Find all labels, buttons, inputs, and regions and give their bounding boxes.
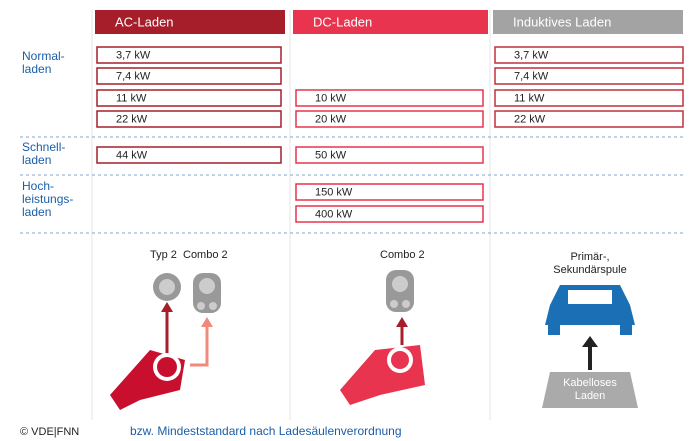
value-box (295, 110, 484, 128)
value-box (295, 183, 484, 201)
connector-label: Typ 2 (150, 249, 177, 261)
value-text: 10 kW (315, 92, 347, 104)
value-text: 11 kW (116, 92, 147, 104)
dc-header (293, 10, 488, 34)
value-text: 22 kW (514, 113, 546, 125)
value-text: 7,4 kW (116, 70, 151, 82)
value-text: 44 kW (116, 149, 148, 161)
group-label: laden (22, 153, 51, 167)
row-separators (20, 136, 683, 234)
value-text: 400 kW (315, 208, 353, 220)
footnote: bzw. Mindeststandard nach Ladesäulenvero… (130, 424, 402, 438)
value-box (494, 46, 684, 64)
connector-label: Sekundärspule (553, 264, 626, 276)
value-text: 3,7 kW (514, 49, 549, 61)
value-text: 3,7 kW (116, 49, 151, 61)
column-title: DC-Laden (313, 14, 372, 29)
value-box (494, 89, 684, 107)
value-box (96, 146, 282, 164)
value-box (96, 46, 282, 64)
value-box (494, 67, 684, 85)
value-box (96, 89, 282, 107)
value-text: 11 kW (514, 92, 545, 104)
ac-header (95, 10, 285, 34)
connector-label: Combo 2 (380, 249, 425, 261)
ac-plugs (110, 273, 221, 410)
value-text: 50 kW (315, 149, 347, 161)
value-box (96, 67, 282, 85)
group-label: Schnell- (22, 140, 65, 154)
column-title: Induktives Laden (513, 14, 611, 29)
group-label: Normal- (22, 49, 65, 63)
value-text: 22 kW (116, 113, 148, 125)
value-box (494, 110, 684, 128)
value-box (96, 110, 282, 128)
credit: © VDE|FNN (20, 426, 79, 438)
connector-label: Combo 2 (183, 249, 228, 261)
group-label: leistungs- (22, 192, 73, 206)
dc-plug (340, 270, 425, 405)
group-label: Hoch- (22, 179, 54, 193)
column-title: AC-Laden (115, 14, 174, 29)
value-text: 7,4 kW (514, 70, 549, 82)
value-text: 150 kW (315, 186, 353, 198)
value-box (295, 205, 484, 223)
car-icon (542, 285, 638, 408)
value-box (295, 89, 484, 107)
value-box (295, 146, 484, 164)
column-dividers (91, 10, 491, 420)
group-label: laden (22, 62, 51, 76)
connector-label: Primär-, (570, 251, 609, 263)
value-text: 20 kW (315, 113, 347, 125)
pad-label: Kabelloses (563, 377, 617, 389)
pad-label: Laden (575, 390, 606, 402)
inductive-header (493, 10, 683, 34)
group-label: laden (22, 205, 51, 219)
